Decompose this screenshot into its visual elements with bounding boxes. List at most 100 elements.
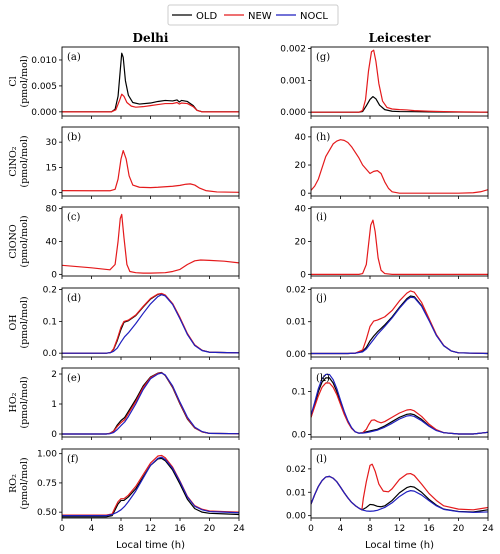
column-title-leicester: Leicester <box>369 31 432 45</box>
panel-series-group <box>62 52 239 113</box>
series-line-new <box>62 292 239 354</box>
y-tick-label: 0 <box>300 189 306 199</box>
y-tick-label: 20 <box>295 161 307 171</box>
y-tick-label: 0 <box>51 189 57 199</box>
series-line-new <box>311 463 488 511</box>
x-tick-label: 12 <box>394 524 405 534</box>
series-line-new <box>62 372 239 435</box>
series-line-old <box>311 475 488 513</box>
y-tick-label: 0.75 <box>37 479 57 489</box>
y-tick-label: 40 <box>46 238 58 248</box>
y-tick-label: 0.1 <box>43 317 57 327</box>
y-axis-label: RO₂ <box>8 474 19 493</box>
panel-label: (h) <box>316 132 330 143</box>
x-axis-label: Local time (h) <box>365 540 434 551</box>
panel-k: 0.0 0.1 (k) <box>292 367 489 440</box>
y-tick-label: 0.50 <box>37 508 57 518</box>
series-line-new <box>62 149 239 193</box>
panel-label: (c) <box>67 212 81 223</box>
panel-label: (l) <box>316 454 327 465</box>
y-axis-unit: (pmol/mol) <box>19 215 30 267</box>
y-tick-label: 0.000 <box>280 108 306 118</box>
x-tick-label: 16 <box>423 524 435 534</box>
y-tick-label: 0.02 <box>286 465 306 475</box>
y-axis-label: ClONO <box>8 224 19 258</box>
panel-frame <box>61 448 240 519</box>
series-line-new <box>311 382 488 435</box>
series-line-new <box>62 213 239 274</box>
panel-label: (j) <box>316 293 327 304</box>
y-tick-label: 20 <box>295 238 307 248</box>
x-tick-label: 0 <box>59 524 65 534</box>
series-line-old <box>62 293 239 354</box>
panel-label: (a) <box>67 52 81 63</box>
series-line-nocl <box>62 456 239 517</box>
y-axis-unit: (pmol/mol) <box>19 457 30 509</box>
legend-label-old: OLD <box>196 11 217 22</box>
legend-box <box>167 4 339 26</box>
panel-g: 0.000 0.001 0.002 (g) <box>280 45 489 119</box>
panel-h: 0 20 40 (h) <box>295 126 489 199</box>
series-line-nocl <box>62 294 239 354</box>
panel-series-group <box>62 149 239 193</box>
series-line-old <box>311 295 488 355</box>
panel-frame <box>310 367 489 438</box>
y-tick-label: 0.1 <box>292 388 306 398</box>
y-axis-label: HO₂ <box>8 392 19 412</box>
panel-e: 0 1 2 (e) HO₂ (pmol/mol) <box>8 367 240 440</box>
series-line-new <box>311 139 488 194</box>
y-tick-label: 40 <box>295 205 307 215</box>
series-line-new <box>62 454 239 516</box>
panel-label: (e) <box>67 373 81 384</box>
panel-series-group <box>311 373 488 435</box>
series-line-new <box>311 219 488 275</box>
y-tick-label: 2 <box>51 370 57 380</box>
panel-label: (g) <box>316 52 330 63</box>
panel-b: 0 15 30 (b) ClNO₂ (pmol/mol) <box>8 126 240 199</box>
panel-series-group <box>311 139 488 194</box>
y-axis-unit: (pmol/mol) <box>19 135 30 187</box>
x-tick-label: 24 <box>482 524 494 534</box>
y-tick-label: 0.001 <box>280 76 306 86</box>
series-line-nocl <box>311 373 488 435</box>
y-tick-label: 0.00 <box>286 512 306 522</box>
x-axis-labels: Local time (h) Local time (h) <box>116 540 434 551</box>
x-tick-label: 4 <box>338 524 344 534</box>
y-tick-label: 1.00 <box>37 450 57 460</box>
y-tick-label: 80 <box>46 205 58 215</box>
x-tick-label: 20 <box>453 524 465 534</box>
y-tick-label: 1 <box>51 400 57 410</box>
panel-series-group <box>311 290 488 355</box>
panel-j: 0.00 0.01 0.02 (j) <box>286 286 489 360</box>
y-axis-label: Cl <box>8 76 19 86</box>
series-line-nocl <box>62 372 239 435</box>
y-tick-label: 0.01 <box>286 488 306 498</box>
legend-label-new: NEW <box>248 11 272 22</box>
panel-label: (k) <box>316 373 330 384</box>
panel-series-group <box>311 219 488 275</box>
legend: OLD NEW NOCL <box>167 4 339 26</box>
y-axis-unit: (pmol/mol) <box>19 55 30 107</box>
y-tick-label: 0.0 <box>43 349 58 359</box>
series-line-old <box>62 371 239 435</box>
panel-series-group <box>62 292 239 354</box>
y-axis-unit: (pmol/mol) <box>19 296 30 348</box>
panel-series-group <box>62 371 239 435</box>
y-axis-label: OH <box>8 314 19 330</box>
x-tick-label: 24 <box>233 524 245 534</box>
panel-c: 0 40 80 (c) ClONO (pmol/mol) <box>8 205 240 280</box>
y-axis-unit: (pmol/mol) <box>19 376 30 428</box>
x-tick-label: 8 <box>118 524 124 534</box>
x-axis-label: Local time (h) <box>116 540 185 551</box>
panel-frame <box>310 206 489 277</box>
y-tick-label: 0.00 <box>286 350 306 360</box>
x-tick-label: 4 <box>89 524 95 534</box>
x-tick-label: 12 <box>145 524 156 534</box>
y-tick-label: 0.002 <box>280 45 306 55</box>
y-tick-label: 30 <box>46 138 58 148</box>
panel-series-group <box>311 49 488 113</box>
series-line-old <box>311 377 488 435</box>
y-tick-label: 0.01 <box>286 318 306 328</box>
